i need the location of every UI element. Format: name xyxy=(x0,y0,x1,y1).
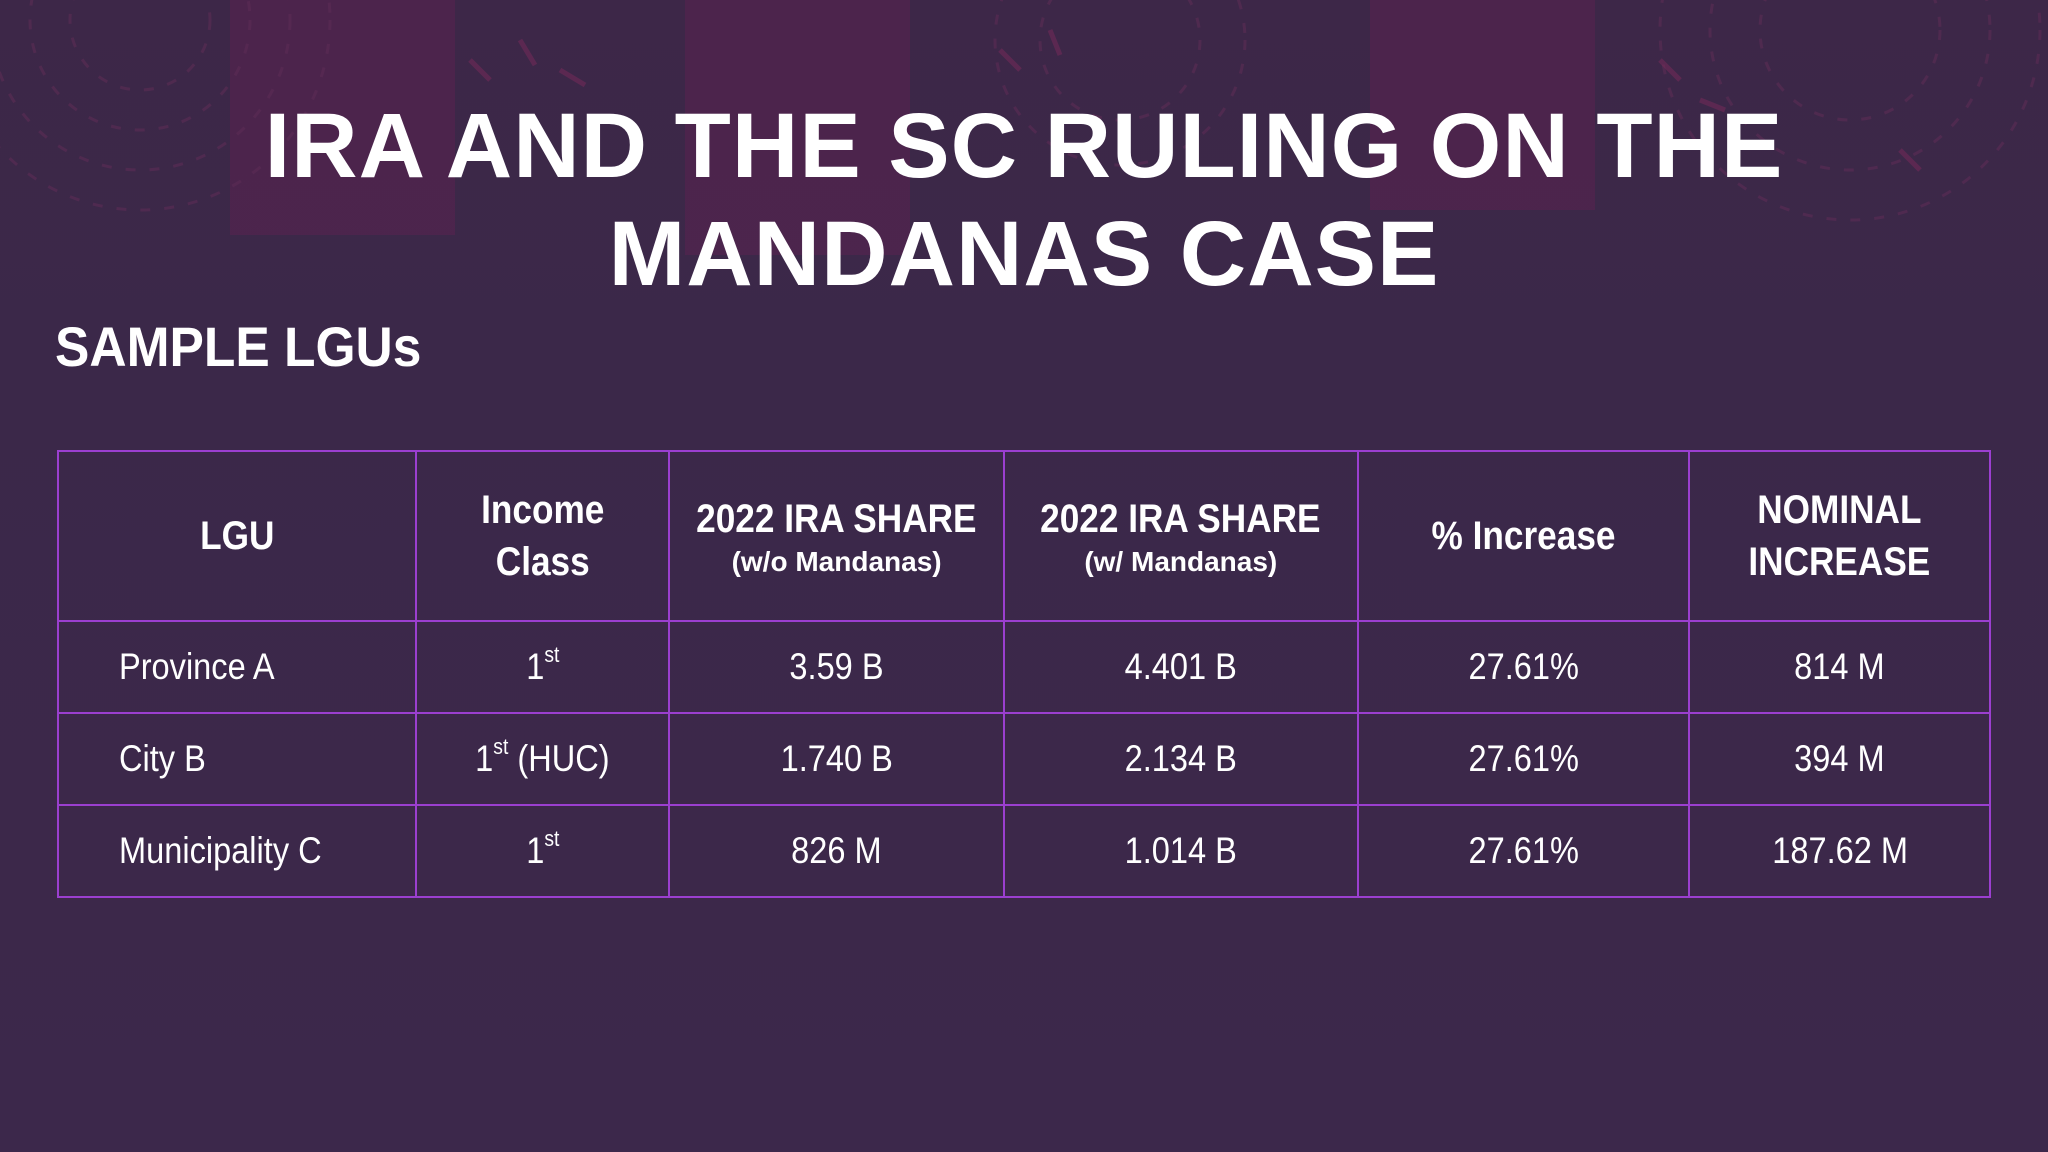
income-class-number: 1 xyxy=(525,830,545,871)
income-class-number: 1 xyxy=(475,738,494,779)
cell-ira-without: 3.59 B xyxy=(668,620,1005,714)
header-ira-with-sublabel: (w/ Mandanas) xyxy=(1084,546,1278,577)
cell-lgu-text: City B xyxy=(119,738,206,779)
cell-lgu-text: Municipality C xyxy=(119,830,322,871)
income-class-ordinal: st xyxy=(544,826,560,851)
lgu-ira-table: LGU Income Class 2022 IRA SHARE (w/o Man… xyxy=(57,450,1991,898)
cell-income-class: 1st xyxy=(414,804,671,898)
cell-ira-without-text: 1.740 B xyxy=(780,738,893,779)
cell-nominal-increase-text: 814 M xyxy=(1794,646,1885,687)
income-class-ordinal: st xyxy=(493,734,509,759)
cell-lgu-text: Province A xyxy=(119,646,275,687)
cell-nominal-increase-text: 187.62 M xyxy=(1771,830,1908,871)
cell-income-class: 1st xyxy=(414,620,671,714)
cell-percent-increase: 27.61% xyxy=(1356,804,1691,898)
cell-ira-without: 1.740 B xyxy=(668,712,1005,806)
cell-income-class-text: 1st (HUC) xyxy=(475,734,610,780)
cell-percent-increase-text: 27.61% xyxy=(1468,738,1579,779)
income-class-suffix: (HUC) xyxy=(508,738,610,779)
header-ira-with-mandanas: 2022 IRA SHARE (w/ Mandanas) xyxy=(1002,450,1359,622)
cell-income-class-text: 1st xyxy=(525,826,559,872)
slide-title-line-1: IRA AND THE SC RULING ON THE xyxy=(264,95,1784,197)
header-nominal-increase-label: NOMINAL INCREASE xyxy=(1748,488,1931,584)
cell-ira-without: 826 M xyxy=(668,804,1005,898)
table-row: City B 1st (HUC) 1.740 B 2.134 B 27.61% … xyxy=(57,712,1991,806)
cell-ira-without-text: 3.59 B xyxy=(789,646,884,687)
cell-ira-with: 4.401 B xyxy=(1002,620,1359,714)
cell-percent-increase-text: 27.61% xyxy=(1468,646,1579,687)
cell-lgu: City B xyxy=(57,712,417,806)
cell-income-class-text: 1st xyxy=(525,642,559,688)
header-ira-with-label: 2022 IRA SHARE xyxy=(1040,497,1321,541)
income-class-number: 1 xyxy=(525,646,545,687)
header-percent-increase-label: % Increase xyxy=(1431,514,1616,558)
header-ira-without-label: 2022 IRA SHARE xyxy=(696,497,977,541)
cell-nominal-increase-text: 394 M xyxy=(1794,738,1885,779)
header-income-class-label: Income Class xyxy=(480,488,605,584)
cell-nominal-increase: 814 M xyxy=(1688,620,1991,714)
cell-nominal-increase: 394 M xyxy=(1688,712,1991,806)
header-ira-without-mandanas: 2022 IRA SHARE (w/o Mandanas) xyxy=(668,450,1005,622)
cell-lgu: Municipality C xyxy=(57,804,417,898)
header-ira-without-sublabel: (w/o Mandanas) xyxy=(731,546,942,577)
table-row: Municipality C 1st 826 M 1.014 B 27.61% … xyxy=(57,804,1991,898)
cell-lgu: Province A xyxy=(57,620,417,714)
table-header-row: LGU Income Class 2022 IRA SHARE (w/o Man… xyxy=(57,450,1991,622)
slide-title: IRA AND THE SC RULING ON THE MANDANAS CA… xyxy=(0,92,2048,308)
lgu-table-container: LGU Income Class 2022 IRA SHARE (w/o Man… xyxy=(57,450,1991,898)
table-row: Province A 1st 3.59 B 4.401 B 27.61% 814… xyxy=(57,620,1991,714)
cell-ira-with: 2.134 B xyxy=(1002,712,1359,806)
income-class-ordinal: st xyxy=(544,642,560,667)
cell-ira-with-text: 2.134 B xyxy=(1124,738,1237,779)
slide-title-line-2: MANDANAS CASE xyxy=(608,203,1440,305)
cell-ira-without-text: 826 M xyxy=(791,830,882,871)
section-subtitle: SAMPLE LGUs xyxy=(55,315,422,378)
header-lgu-label: LGU xyxy=(199,514,275,558)
cell-ira-with-text: 4.401 B xyxy=(1124,646,1237,687)
header-percent-increase: % Increase xyxy=(1356,450,1691,622)
cell-ira-with-text: 1.014 B xyxy=(1124,830,1237,871)
header-lgu: LGU xyxy=(57,450,417,622)
cell-ira-with: 1.014 B xyxy=(1002,804,1359,898)
cell-nominal-increase: 187.62 M xyxy=(1688,804,1991,898)
cell-percent-increase: 27.61% xyxy=(1356,620,1691,714)
header-nominal-increase: NOMINAL INCREASE xyxy=(1688,450,1991,622)
cell-income-class: 1st (HUC) xyxy=(414,712,671,806)
cell-percent-increase: 27.61% xyxy=(1356,712,1691,806)
cell-percent-increase-text: 27.61% xyxy=(1468,830,1579,871)
header-income-class: Income Class xyxy=(414,450,671,622)
